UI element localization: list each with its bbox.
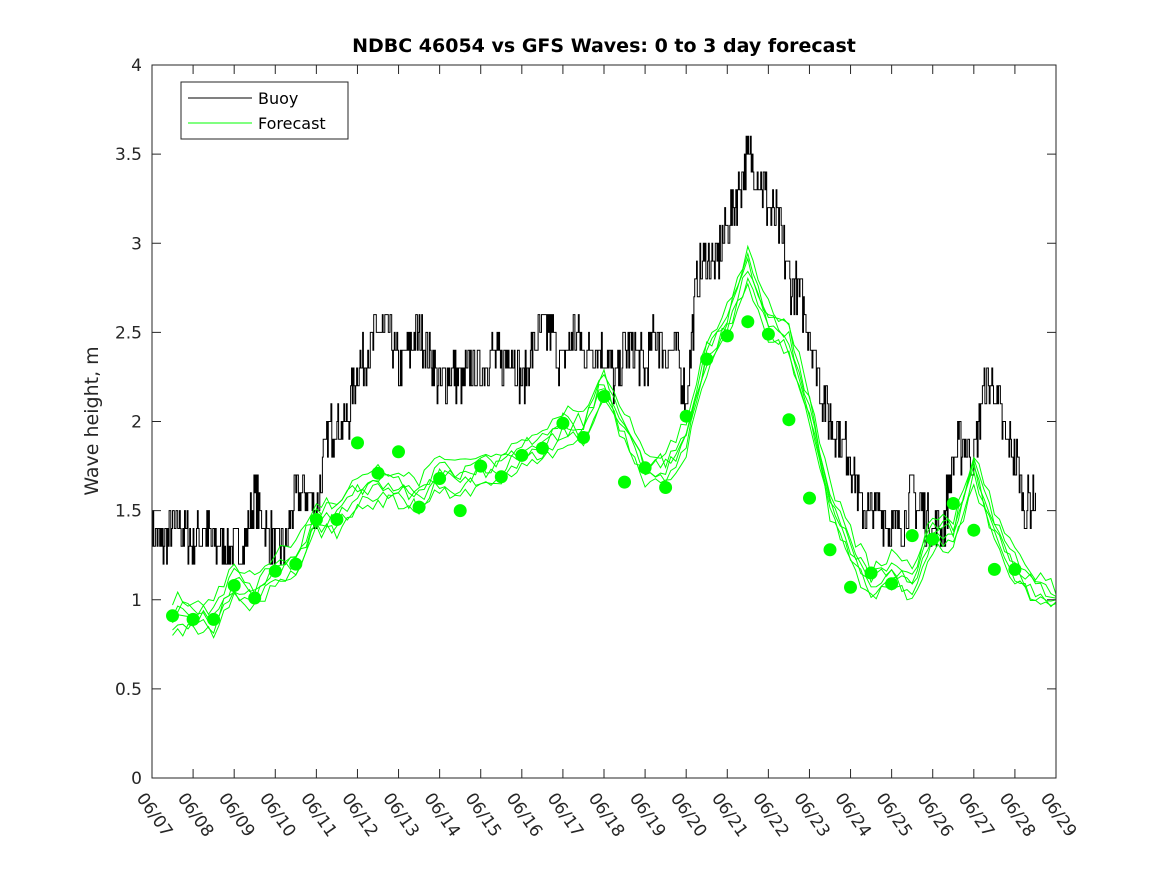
forecast-point bbox=[535, 441, 549, 455]
forecast-point bbox=[556, 416, 570, 430]
forecast-point bbox=[618, 475, 631, 489]
forecast-point bbox=[638, 461, 652, 475]
forecast-point bbox=[700, 352, 714, 366]
forecast-point bbox=[453, 504, 467, 518]
chart-title: NDBC 46054 vs GFS Waves: 0 to 3 day fore… bbox=[352, 35, 856, 57]
forecast-point bbox=[885, 577, 899, 591]
forecast-point bbox=[597, 390, 611, 403]
y-tick-label: 3 bbox=[131, 234, 142, 254]
forecast-point bbox=[823, 543, 837, 557]
forecast-series-line bbox=[172, 276, 1057, 635]
forecast-point bbox=[679, 409, 693, 423]
legend-forecast-label: Forecast bbox=[258, 114, 326, 133]
forecast-point bbox=[330, 513, 344, 526]
forecast-series-line bbox=[172, 251, 1057, 616]
forecast-point bbox=[248, 591, 262, 605]
forecast-point bbox=[1008, 562, 1022, 576]
forecast-point bbox=[782, 413, 796, 427]
forecast-point bbox=[659, 481, 673, 494]
y-tick-label: 2.5 bbox=[115, 323, 142, 343]
forecast-point bbox=[803, 491, 816, 505]
forecast-point bbox=[268, 564, 282, 578]
forecast-point bbox=[987, 562, 1001, 576]
forecast-point bbox=[474, 459, 488, 473]
forecast-point bbox=[946, 497, 960, 510]
forecast-point bbox=[227, 579, 241, 592]
y-tick-label: 0.5 bbox=[115, 680, 142, 700]
y-tick-label: 1 bbox=[131, 591, 142, 611]
forecast-point bbox=[515, 448, 529, 462]
y-tick-label: 4 bbox=[131, 56, 142, 76]
forecast-point bbox=[207, 612, 221, 626]
forecast-point bbox=[741, 315, 755, 329]
y-axis-label: Wave height, m bbox=[81, 346, 103, 495]
buoy-series-line bbox=[152, 135, 1036, 565]
forecast-point bbox=[309, 513, 323, 526]
legend-box bbox=[180, 81, 349, 140]
forecast-point bbox=[392, 445, 405, 459]
forecast-point bbox=[371, 466, 385, 480]
forecast-point bbox=[186, 612, 200, 626]
forecast-point bbox=[720, 329, 734, 343]
legend: Buoy Forecast bbox=[180, 81, 349, 140]
y-tick-labels: 0 0.5 1 1.5 2 2.5 3 3.5 4 bbox=[115, 56, 142, 789]
forecast-point bbox=[864, 566, 878, 580]
forecast-point bbox=[433, 472, 447, 485]
forecast-point bbox=[412, 500, 426, 514]
forecast-markers bbox=[166, 315, 1022, 626]
forecast-series-line bbox=[172, 282, 1057, 639]
forecast-point bbox=[967, 523, 981, 537]
forecast-point bbox=[289, 557, 303, 571]
forecast-point bbox=[844, 580, 857, 594]
forecast-point bbox=[351, 436, 364, 450]
forecast-point bbox=[166, 609, 179, 623]
forecast-point bbox=[577, 431, 590, 444]
forecast-point bbox=[494, 470, 508, 484]
axis-ticks bbox=[151, 64, 1057, 779]
y-tick-label: 0 bbox=[131, 769, 142, 789]
forecast-point bbox=[761, 327, 775, 341]
plot-area bbox=[152, 65, 1056, 778]
y-tick-label: 2 bbox=[131, 413, 142, 433]
y-tick-label: 3.5 bbox=[115, 145, 142, 165]
y-tick-label: 1.5 bbox=[115, 502, 142, 522]
forecast-series-line bbox=[172, 244, 1057, 607]
forecast-point bbox=[926, 532, 940, 546]
legend-buoy-label: Buoy bbox=[258, 89, 298, 108]
forecast-point bbox=[905, 529, 919, 543]
